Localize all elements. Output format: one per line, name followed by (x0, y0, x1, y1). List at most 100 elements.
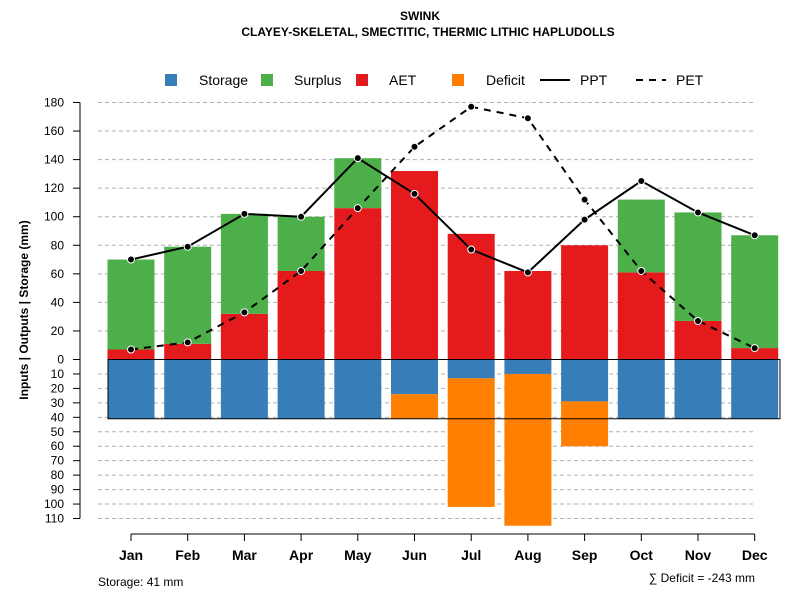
surplus-bar (220, 213, 268, 314)
y-tick-label: 60 (51, 267, 65, 281)
storage-bar (504, 359, 552, 374)
y-tick-label: 20 (51, 381, 65, 395)
y-tick-label: 40 (51, 410, 65, 424)
y-axis-label: Inputs | Outputs | Storage (mm) (17, 220, 31, 399)
legend-label: PPT (580, 72, 608, 88)
pet-point (694, 316, 702, 325)
deficit-bar (561, 401, 609, 447)
pet-point (353, 204, 362, 213)
y-tick-label: 100 (44, 497, 64, 511)
ppt-point (637, 177, 646, 186)
y-tick-label: 60 (51, 439, 65, 453)
y-tick-label: 50 (51, 425, 65, 439)
deficit-bar (447, 378, 495, 507)
storage-note: Storage: 41 mm (98, 575, 183, 589)
x-tick-label: Aug (514, 547, 541, 563)
y-tick-label: 80 (51, 238, 65, 252)
ppt-point (127, 255, 135, 264)
pet-point (127, 345, 135, 354)
aet-bar (107, 349, 155, 360)
ppt-point (240, 209, 249, 218)
ppt-line (130, 156, 756, 274)
aet-bar (391, 171, 438, 360)
legend-label: Storage (199, 72, 248, 88)
x-tick-label: Mar (232, 547, 257, 563)
y-tick-label: 100 (44, 210, 64, 224)
ppt-point (297, 212, 306, 221)
aet-bar (220, 313, 268, 360)
x-tick-label: Feb (175, 547, 200, 563)
pet-point (183, 338, 192, 347)
y-tick-label: 140 (44, 153, 64, 167)
legend-swatch (356, 74, 368, 86)
storage-bar (220, 359, 268, 419)
bars (107, 158, 779, 360)
storage-bar (674, 359, 722, 419)
storage-bar (107, 359, 155, 419)
pet-point (750, 344, 759, 353)
storage-bar (447, 359, 495, 379)
y-tick-label: 160 (44, 124, 64, 138)
y-tick-label: 20 (51, 324, 65, 338)
y-tick-label: 10 (51, 367, 65, 381)
chart-subtitle: CLAYEY-SKELETAL, SMECTITIC, THERMIC LITH… (241, 25, 614, 39)
y-tick-label: 90 (51, 483, 65, 497)
ppt-point (410, 189, 419, 198)
y-tick-label: 80 (51, 468, 65, 482)
pet-point (580, 195, 589, 204)
y-tick-label: 110 (45, 512, 64, 526)
x-tick-label: Dec (742, 547, 768, 563)
storage-bar (277, 359, 325, 419)
surplus-bar (674, 212, 722, 321)
storage-bar (617, 359, 665, 419)
chart-title: SWINK (400, 9, 440, 23)
ppt-point (183, 242, 192, 251)
aet-bar (164, 343, 212, 360)
legend-label: Surplus (294, 72, 341, 88)
ppt-point (523, 268, 532, 277)
storage-bar (334, 359, 382, 419)
x-tick-label: Sep (572, 547, 598, 563)
storage-bar (731, 359, 779, 419)
pet-point (637, 266, 646, 275)
aet-bar (334, 208, 382, 360)
surplus-bar (164, 246, 212, 344)
surplus-bar (107, 259, 155, 350)
legend-label: Deficit (486, 72, 525, 88)
ppt-point (467, 245, 476, 254)
ppt-point (694, 208, 702, 217)
storage-bar (561, 359, 609, 402)
x-tick-label: Jan (119, 547, 143, 563)
y-tick-label: 40 (51, 295, 65, 309)
legend-swatch (165, 74, 177, 86)
aet-bar (561, 245, 609, 360)
legend-swatch (261, 74, 273, 86)
y-tick-label: 180 (44, 96, 64, 110)
ppt-point (750, 231, 759, 240)
surplus-bar (731, 235, 779, 349)
aet-bar (277, 270, 325, 360)
pet-point (297, 266, 306, 275)
storage-bar (391, 359, 438, 395)
x-tick-label: Nov (685, 547, 712, 563)
storage-bars (107, 359, 781, 526)
aet-bar (617, 272, 665, 360)
legend-label: PET (676, 72, 704, 88)
surplus-bar (617, 199, 665, 273)
legend-label: AET (389, 72, 417, 88)
legend: Storage Surplus AET Deficit PPT PET (165, 72, 704, 88)
x-tick-label: Jul (461, 547, 481, 563)
deficit-bar (504, 373, 552, 526)
pet-point (240, 308, 249, 317)
lines (127, 102, 759, 354)
pet-point (410, 142, 419, 151)
pet-point (523, 114, 532, 123)
aet-bar (504, 270, 552, 360)
deficit-note: ∑ Deficit = -243 mm (649, 571, 755, 585)
y-tick-label: 120 (44, 181, 64, 195)
ppt-point (580, 215, 589, 224)
ppt-point (353, 154, 362, 163)
x-tick-label: Oct (630, 547, 654, 563)
y-tick-label: 30 (51, 396, 65, 410)
